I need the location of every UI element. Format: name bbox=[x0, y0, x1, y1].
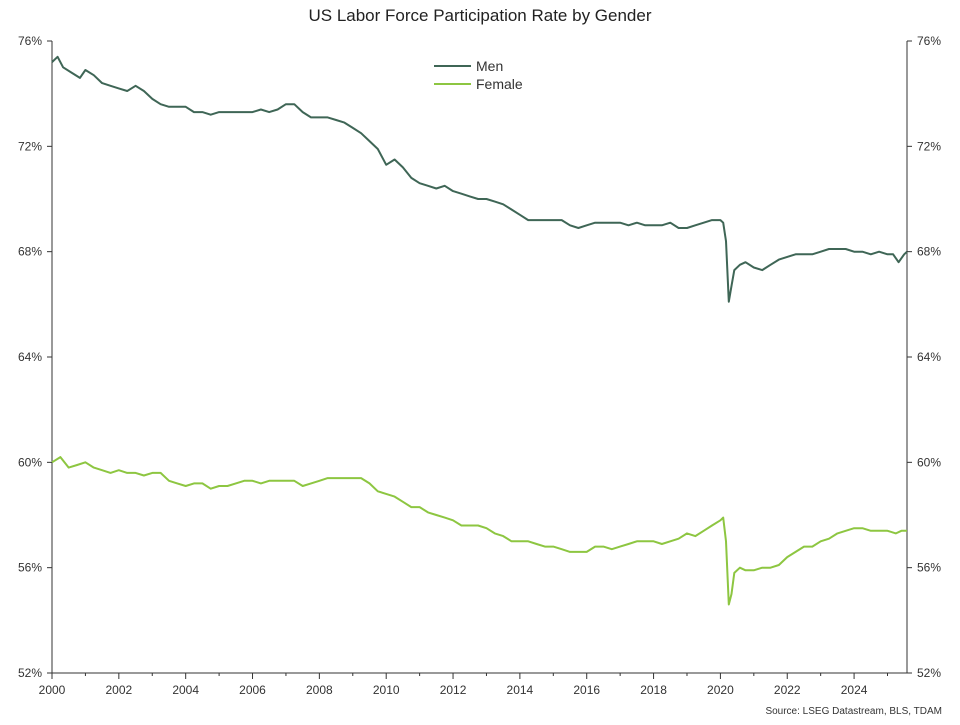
source-note: Source: LSEG Datastream, BLS, TDAM bbox=[765, 706, 942, 717]
y-tick-label-left: 60% bbox=[18, 455, 42, 469]
x-tick-label: 2006 bbox=[239, 683, 266, 697]
x-tick-label: 2012 bbox=[440, 683, 467, 697]
x-tick-label: 2008 bbox=[306, 683, 333, 697]
y-tick-label-right: 64% bbox=[917, 350, 941, 364]
series-line-men bbox=[51, 55, 908, 303]
y-tick-label-left: 64% bbox=[18, 350, 42, 364]
x-tick-label: 2024 bbox=[841, 683, 868, 697]
x-tick-label: 2004 bbox=[172, 683, 199, 697]
y-tick-label-right: 72% bbox=[917, 139, 941, 153]
series-line-female bbox=[51, 456, 907, 606]
axes bbox=[51, 41, 908, 674]
y-ticks-left: 52% 56% 60% 64% 68% 72% 76% bbox=[18, 34, 52, 680]
x-ticks: 2000 2002 2004 2006 2008 2010 2012 2014 2016 2018… bbox=[39, 673, 889, 697]
x-tick-label: 2014 bbox=[507, 683, 534, 697]
y-tick-label-left: 56% bbox=[18, 561, 42, 575]
y-tick-label-left: 68% bbox=[18, 245, 42, 259]
x-tick-label: 2010 bbox=[373, 683, 400, 697]
x-tick-label: 2018 bbox=[640, 683, 667, 697]
y-ticks-right: 52% 56% 60% 64% 68% 72% 76% bbox=[907, 34, 941, 680]
x-tick-label: 2000 bbox=[39, 683, 66, 697]
y-tick-label-left: 76% bbox=[18, 34, 42, 48]
y-tick-label-right: 60% bbox=[917, 455, 941, 469]
y-tick-label-right: 76% bbox=[917, 34, 941, 48]
x-tick-label: 2022 bbox=[774, 683, 801, 697]
chart-title: US Labor Force Participation Rate by Gen… bbox=[308, 6, 651, 25]
y-tick-label-right: 56% bbox=[917, 561, 941, 575]
y-tick-label-right: 68% bbox=[917, 245, 941, 259]
legend-label-men: Men bbox=[476, 58, 503, 74]
legend: Men Female bbox=[434, 58, 523, 92]
x-tick-label: 2016 bbox=[573, 683, 600, 697]
y-tick-label-left: 52% bbox=[18, 666, 42, 680]
x-tick-label: 2002 bbox=[105, 683, 132, 697]
series-lines bbox=[51, 55, 908, 606]
x-tick-label: 2020 bbox=[707, 683, 734, 697]
y-tick-label-left: 72% bbox=[18, 139, 42, 153]
y-tick-label-right: 52% bbox=[917, 666, 941, 680]
legend-label-female: Female bbox=[476, 76, 523, 92]
